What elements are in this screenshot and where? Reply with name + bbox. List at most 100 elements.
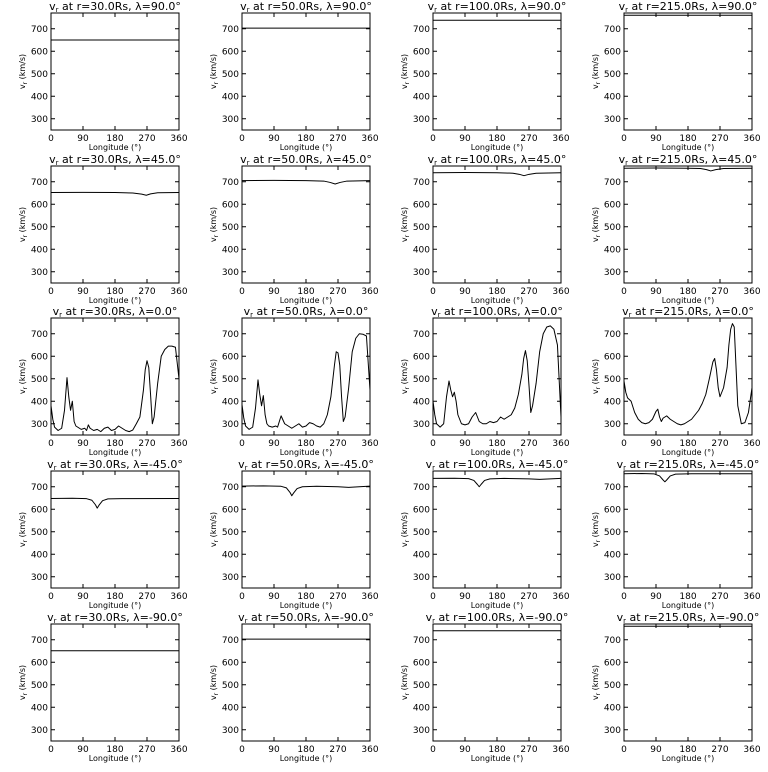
y-tick-label: 700 (604, 483, 621, 493)
chart-panel: vr at r=50.0Rs, λ=-90.0° 0 90 180 270 360 300 4… (209, 611, 379, 763)
panel-title: vr at r=215.0Rs, λ=-90.0° (617, 611, 760, 625)
y-axis-label: vr (km/s) (209, 665, 220, 700)
x-tick-label: 90 (77, 592, 89, 602)
panel-title: vr at r=100.0Rs, λ=-45.0° (426, 458, 569, 472)
chart-panel: vr at r=215.0Rs, λ=-45.0° 0 90 180 270 360 300… (591, 458, 761, 610)
panel-title: vr at r=30.0Rs, λ=-90.0° (47, 611, 183, 625)
panel-title: vr at r=30.0Rs, λ=-45.0° (47, 458, 183, 472)
x-tick-label: 270 (520, 439, 537, 449)
y-tick-label: 600 (222, 200, 239, 210)
panel-title: vr at r=50.0Rs, λ=-90.0° (238, 611, 374, 625)
y-axis-label: vr (km/s) (209, 359, 220, 394)
plot-frame (432, 317, 562, 436)
chart-panel: vr at r=30.0Rs, λ=0.0° 0 90 180 270 360 300 400… (18, 305, 188, 457)
chart-panel: vr at r=215.0Rs, λ=45.0° 0 90 180 270 360 300 4… (591, 153, 761, 305)
panel-title: vr at r=30.0Rs, λ=45.0° (49, 153, 181, 167)
y-tick-label: 400 (31, 550, 48, 560)
x-tick-label: 180 (488, 439, 505, 449)
series-line (432, 172, 562, 177)
series-line (241, 485, 371, 497)
y-axis-label: vr (km/s) (400, 54, 411, 89)
x-tick-label: 180 (679, 439, 696, 449)
y-tick-label: 500 (604, 528, 621, 538)
x-tick-label: 360 (361, 745, 378, 755)
x-tick-label: 90 (459, 592, 471, 602)
x-tick-label: 360 (743, 745, 760, 755)
y-tick-label: 300 (413, 726, 430, 736)
y-tick-label: 400 (413, 245, 430, 255)
y-axis-label: vr (km/s) (209, 54, 220, 89)
y-tick-label: 500 (222, 528, 239, 538)
x-tick-label: 90 (459, 134, 471, 144)
x-tick-label: 180 (297, 287, 314, 297)
y-tick-label: 300 (222, 115, 239, 125)
y-axis-label: vr (km/s) (209, 207, 220, 242)
y-tick-label: 300 (222, 420, 239, 430)
x-tick-label: 180 (297, 592, 314, 602)
plot-frame (50, 317, 180, 436)
y-tick-label: 700 (222, 636, 239, 646)
series-line (432, 325, 562, 428)
x-tick-label: 0 (48, 592, 54, 602)
plot-frame (50, 165, 180, 284)
x-axis-label: Longitude (°) (471, 754, 524, 763)
x-tick-label: 90 (268, 439, 280, 449)
x-tick-label: 0 (239, 745, 245, 755)
x-tick-label: 0 (239, 592, 245, 602)
y-tick-label: 500 (31, 375, 48, 385)
x-tick-label: 0 (621, 287, 627, 297)
series-line (432, 477, 562, 488)
x-axis-label: Longitude (°) (280, 296, 333, 305)
y-tick-label: 300 (31, 115, 48, 125)
x-tick-label: 360 (361, 592, 378, 602)
x-tick-label: 180 (297, 134, 314, 144)
x-axis-label: Longitude (°) (89, 448, 142, 457)
y-tick-label: 600 (31, 352, 48, 362)
y-tick-label: 400 (413, 397, 430, 407)
series-line (623, 167, 753, 172)
y-axis-label: vr (km/s) (18, 54, 29, 89)
y-axis-label: vr (km/s) (591, 207, 602, 242)
x-tick-label: 0 (430, 592, 436, 602)
y-axis-label: vr (km/s) (591, 512, 602, 547)
y-tick-label: 400 (31, 245, 48, 255)
x-axis-label: Longitude (°) (662, 448, 715, 457)
x-tick-label: 0 (621, 592, 627, 602)
x-tick-label: 180 (488, 592, 505, 602)
x-tick-label: 270 (329, 745, 346, 755)
x-axis-label: Longitude (°) (662, 754, 715, 763)
x-axis-label: Longitude (°) (471, 143, 524, 152)
y-tick-label: 600 (413, 352, 430, 362)
x-tick-label: 90 (77, 287, 89, 297)
panel-title: vr at r=30.0Rs, λ=0.0° (53, 305, 178, 319)
x-tick-label: 360 (361, 287, 378, 297)
x-tick-label: 90 (650, 439, 662, 449)
y-tick-label: 500 (31, 681, 48, 691)
x-tick-label: 180 (488, 287, 505, 297)
panel-title: vr at r=215.0Rs, λ=0.0° (622, 305, 754, 319)
y-tick-label: 600 (31, 505, 48, 515)
chart-panel: vr at r=100.0Rs, λ=0.0° 0 90 180 270 360 300 40… (400, 305, 570, 457)
y-axis-label: vr (km/s) (18, 665, 29, 700)
y-tick-label: 700 (413, 483, 430, 493)
x-tick-label: 90 (650, 745, 662, 755)
y-axis-label: vr (km/s) (400, 512, 411, 547)
y-axis-label: vr (km/s) (209, 512, 220, 547)
y-axis-label: vr (km/s) (591, 359, 602, 394)
y-tick-label: 700 (604, 330, 621, 340)
panel-title: vr at r=30.0Rs, λ=90.0° (49, 0, 181, 14)
panel-title: vr at r=100.0Rs, λ=-90.0° (426, 611, 569, 625)
x-tick-label: 360 (552, 745, 569, 755)
y-tick-label: 600 (604, 47, 621, 57)
chart-panel: vr at r=215.0Rs, λ=90.0° 0 90 180 270 360 300 4… (591, 0, 761, 152)
y-tick-label: 300 (222, 726, 239, 736)
x-tick-label: 270 (711, 439, 728, 449)
y-tick-label: 700 (604, 636, 621, 646)
x-tick-label: 180 (488, 134, 505, 144)
y-tick-label: 300 (31, 726, 48, 736)
x-axis-label: Longitude (°) (662, 601, 715, 610)
chart-panel: vr at r=30.0Rs, λ=-45.0° 0 90 180 270 360 300 4… (18, 458, 188, 610)
x-axis-label: Longitude (°) (471, 296, 524, 305)
